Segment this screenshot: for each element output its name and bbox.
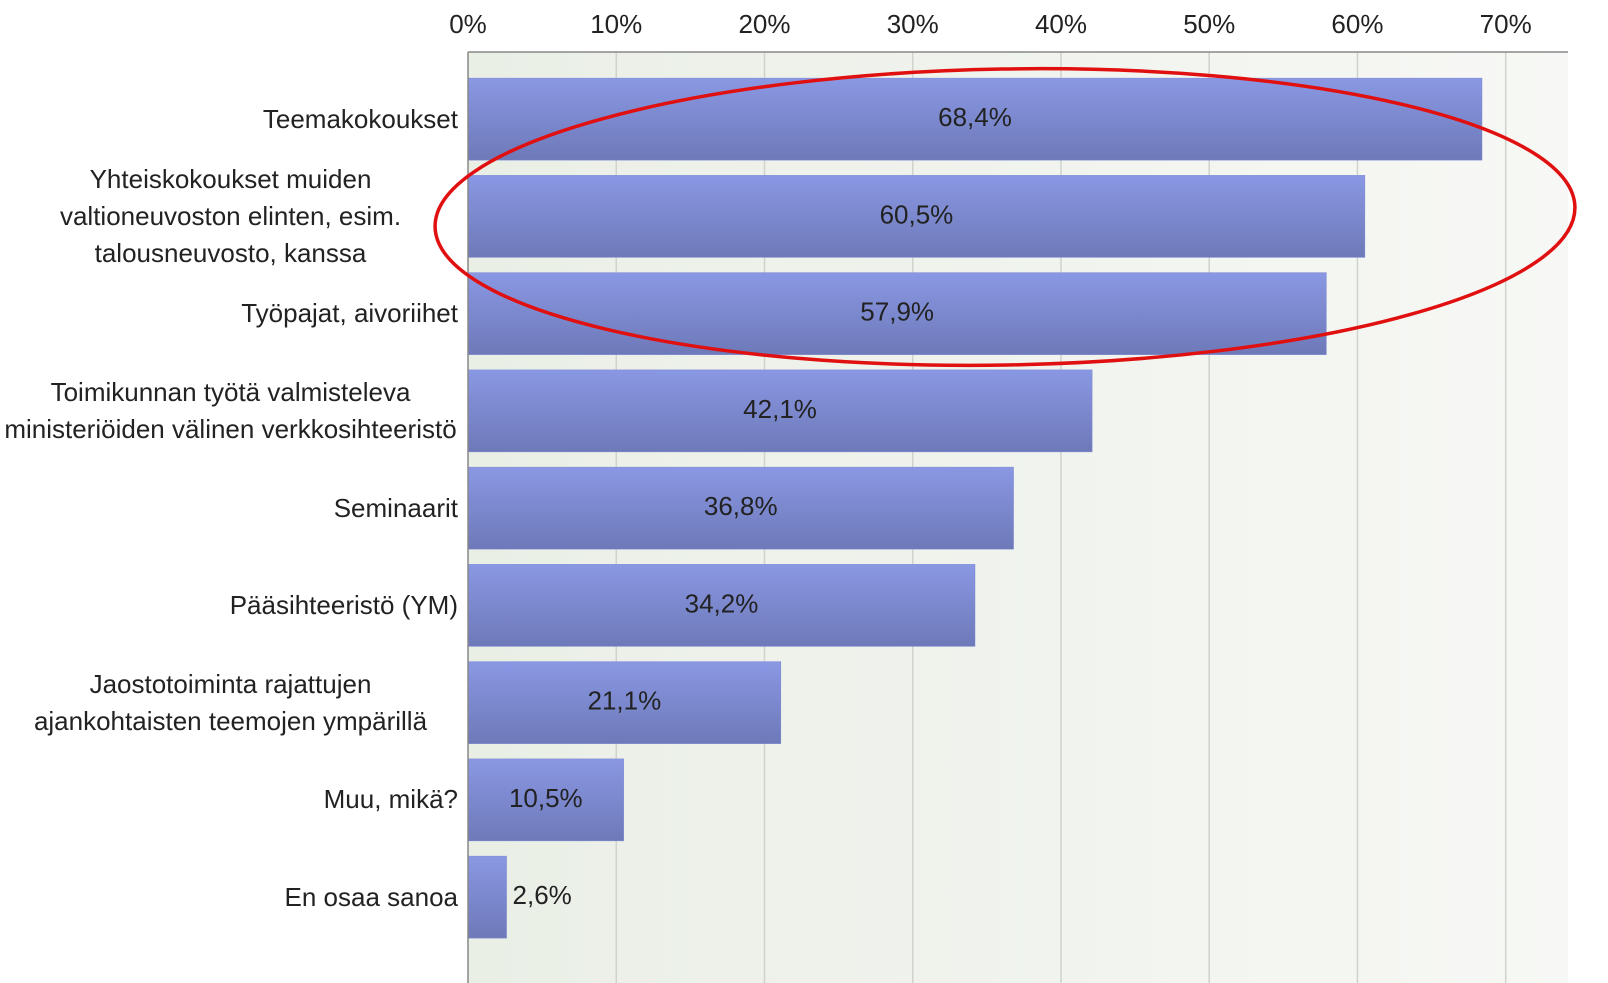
value-label: 10,5%	[509, 783, 583, 813]
x-tick-label: 0%	[449, 9, 487, 39]
category-text: Yhteiskokoukset muiden valtioneuvoston e…	[59, 163, 402, 268]
category-label: En osaa sanoa	[0, 837, 458, 957]
x-tick-label: 70%	[1480, 9, 1532, 39]
category-text: En osaa sanoa	[284, 881, 458, 912]
value-label: 34,2%	[685, 588, 759, 618]
bar	[467, 855, 507, 939]
value-label: 60,5%	[880, 199, 954, 229]
value-label: 36,8%	[704, 491, 778, 521]
category-label: Seminaarit	[0, 448, 458, 568]
value-label: 57,9%	[860, 297, 934, 327]
value-label: 68,4%	[938, 102, 1012, 132]
bar	[467, 369, 1093, 453]
bar	[467, 758, 624, 842]
category-text: Seminaarit	[333, 492, 458, 523]
bar	[467, 272, 1327, 355]
category-label: Muu, mikä?	[0, 740, 458, 860]
x-tick-label: 40%	[1035, 9, 1087, 39]
bar	[467, 466, 1014, 550]
category-text: Toimikunnan työtä valmisteleva ministeri…	[4, 376, 457, 444]
category-label: Teemakokoukset	[0, 59, 458, 179]
x-tick-label: 30%	[887, 9, 939, 39]
category-text: Jaostotoiminta rajattujen ajankohtaisten…	[33, 668, 428, 736]
value-label: 21,1%	[588, 686, 662, 716]
highlight-ellipse	[433, 66, 1577, 368]
category-label: Työpajat, aivoriihet	[0, 254, 458, 374]
x-tick-label: 60%	[1331, 9, 1383, 39]
bar	[467, 564, 976, 647]
x-tick-label: 50%	[1183, 9, 1235, 39]
value-label: 42,1%	[743, 394, 817, 424]
category-text: Pääsihteeristö (YM)	[229, 589, 458, 620]
category-text: Muu, mikä?	[323, 784, 458, 815]
x-tick-label: 20%	[738, 9, 790, 39]
bars	[467, 77, 1483, 939]
x-tick-label: 10%	[590, 9, 642, 39]
value-label: 2,6%	[513, 880, 572, 910]
category-label: Yhteiskokoukset muiden valtioneuvoston e…	[0, 156, 458, 276]
category-text: Teemakokoukset	[262, 103, 458, 134]
category-label: Toimikunnan työtä valmisteleva ministeri…	[0, 351, 458, 471]
category-label: Jaostotoiminta rajattujen ajankohtaisten…	[0, 643, 458, 763]
category-text: Työpajat, aivoriihet	[241, 298, 458, 329]
category-label: Pääsihteeristö (YM)	[0, 545, 458, 665]
bar	[467, 661, 782, 744]
bar	[467, 77, 1483, 161]
